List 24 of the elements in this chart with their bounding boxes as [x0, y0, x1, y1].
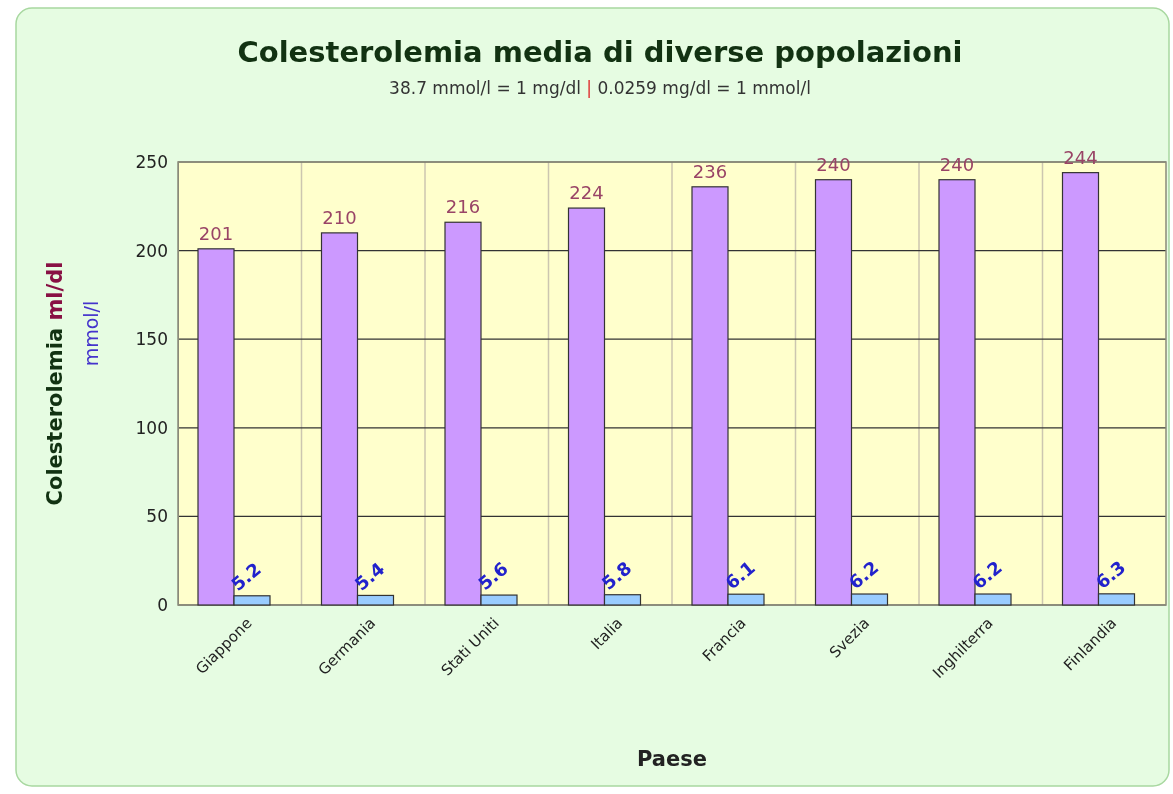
y-tick-label: 100	[135, 417, 168, 438]
data-label: 236	[692, 160, 728, 182]
y-tick-label: 250	[135, 151, 168, 172]
data-label: 5.8	[597, 557, 636, 594]
data-label: 5.4	[350, 557, 389, 595]
chart-subtitle: 38.7 mmol/l = 1 mg/dl | 0.0259 mg/dl = 1 mmol/l	[389, 78, 811, 98]
data-label: 5.2	[227, 558, 265, 595]
data-label: 6.2	[844, 556, 883, 594]
chart-title: Colesterolemia media di diverse popolazioni	[237, 35, 963, 69]
y-tick-label: 150	[135, 329, 168, 350]
data-label: 6.3	[1091, 556, 1130, 593]
data-label: 6.2	[968, 556, 1006, 594]
y-axis-title: Colesterolemia ml/dl	[43, 261, 67, 506]
y-tick-label: 200	[135, 240, 168, 261]
data-label: 210	[322, 206, 357, 228]
data-label: 5.6	[474, 557, 512, 595]
y-tick-label: 0	[157, 594, 168, 615]
data-label: 224	[569, 182, 604, 204]
x-axis-title: Paese	[637, 747, 707, 771]
data-label: 6.1	[721, 556, 759, 594]
data-label: 216	[445, 196, 481, 218]
y-tick-label: 50	[146, 506, 168, 527]
y2-axis-title: mmol/l	[80, 300, 102, 367]
data-label: 201	[198, 222, 234, 244]
